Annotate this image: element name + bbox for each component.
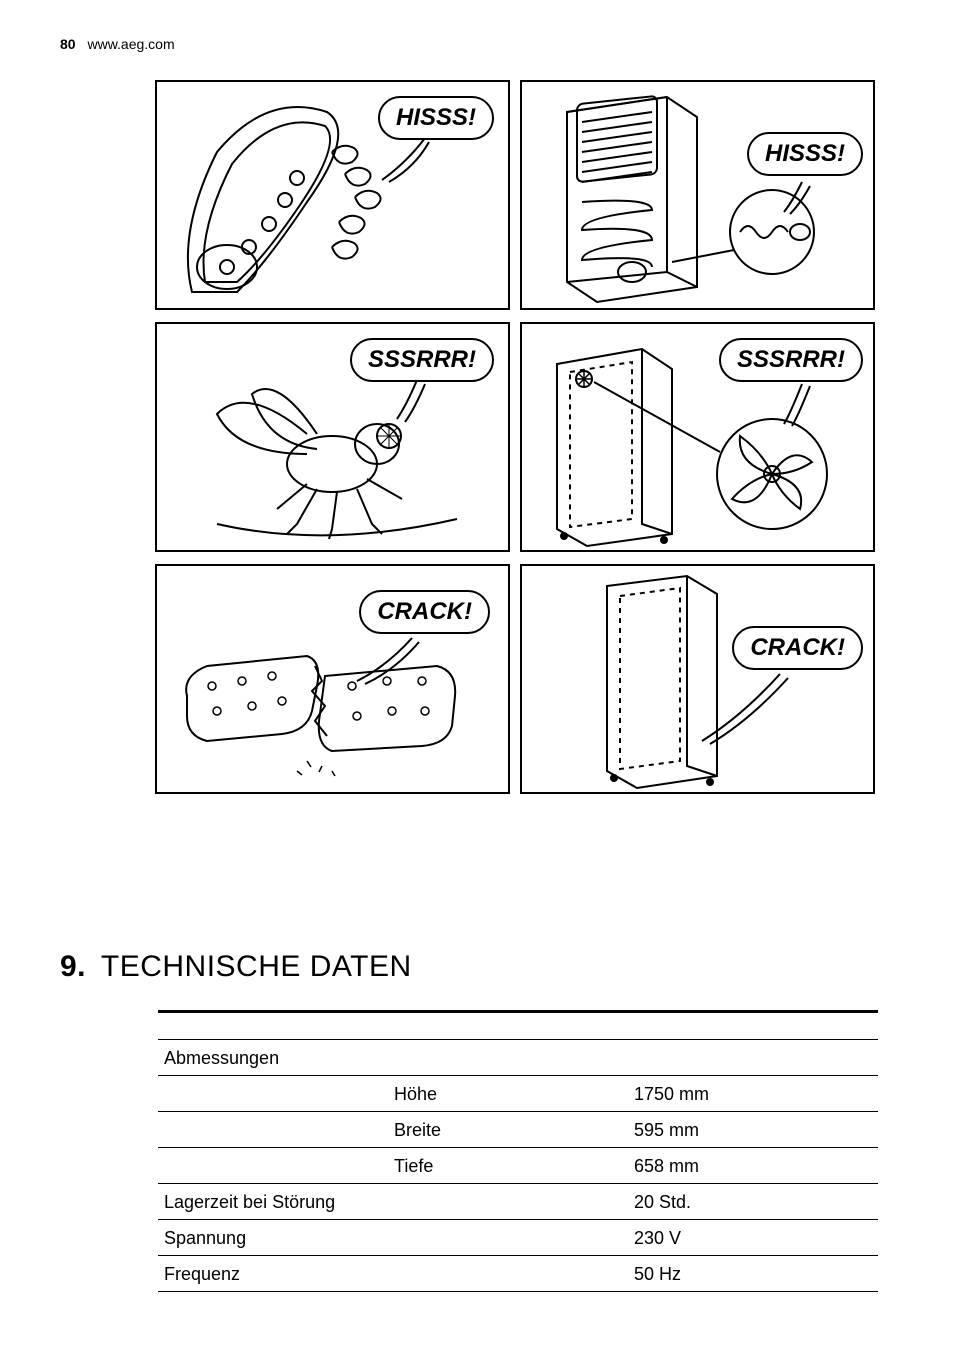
panel-fly: SSSRRR! xyxy=(155,322,510,552)
panel-iron: HISSS! xyxy=(155,80,510,310)
spec-label: Tiefe xyxy=(388,1148,628,1184)
dimensions-label: Abmessungen xyxy=(158,1040,878,1076)
speech-bubble-sssrrr-left: SSSRRR! xyxy=(350,338,494,382)
table-row: Lagerzeit bei Störung 20 Std. xyxy=(158,1184,878,1220)
section-heading: 9. TECHNISCHE DATEN xyxy=(60,950,412,984)
panel-crispbread: CRACK! xyxy=(155,564,510,794)
page-header: 80 www.aeg.com xyxy=(60,36,175,52)
table-row: Spannung 230 V xyxy=(158,1220,878,1256)
speech-bubble-hisss-right: HISSS! xyxy=(747,132,863,176)
spec-label: Breite xyxy=(388,1112,628,1148)
speech-bubble-crack-right: CRACK! xyxy=(732,626,863,670)
panel-row-1: HISSS! xyxy=(155,80,875,310)
speech-bubble-hisss-left: HISSS! xyxy=(378,96,494,140)
spec-value: 50 Hz xyxy=(628,1256,878,1292)
spec-table: Abmessungen Höhe 1750 mm Breite 595 mm T… xyxy=(158,1010,878,1292)
section-title: TECHNISCHE DATEN xyxy=(101,950,412,983)
spec-label: Frequenz xyxy=(158,1256,628,1292)
fridge-crack-illustration xyxy=(522,566,875,794)
speech-bubble-crack-left: CRACK! xyxy=(359,590,490,634)
panel-fridge-crack: CRACK! xyxy=(520,564,875,794)
panel-fridge-hisss: HISSS! xyxy=(520,80,875,310)
header-url: www.aeg.com xyxy=(87,36,174,52)
spec-value: 230 V xyxy=(628,1220,878,1256)
table-row: Abmessungen xyxy=(158,1040,878,1076)
page-number: 80 xyxy=(60,36,76,52)
spec-value: 20 Std. xyxy=(628,1184,878,1220)
spec-label: Lagerzeit bei Störung xyxy=(158,1184,628,1220)
section-number: 9. xyxy=(60,950,86,983)
spec-label: Höhe xyxy=(388,1076,628,1112)
table-row: Tiefe 658 mm xyxy=(158,1148,878,1184)
spec-value: 595 mm xyxy=(628,1112,878,1148)
panel-fridge-fan: SSSRRR! xyxy=(520,322,875,552)
panel-row-3: CRACK! xyxy=(155,564,875,794)
spec-value: 1750 mm xyxy=(628,1076,878,1112)
table-row: Höhe 1750 mm xyxy=(158,1076,878,1112)
illustration-panels: HISSS! xyxy=(155,80,875,806)
table-row: Frequenz 50 Hz xyxy=(158,1256,878,1292)
speech-bubble-sssrrr-right: SSSRRR! xyxy=(719,338,863,382)
fridge-coil-illustration xyxy=(522,82,875,310)
spec-label: Spannung xyxy=(158,1220,628,1256)
spec-value: 658 mm xyxy=(628,1148,878,1184)
panel-row-2: SSSRRR! xyxy=(155,322,875,552)
table-row: Breite 595 mm xyxy=(158,1112,878,1148)
